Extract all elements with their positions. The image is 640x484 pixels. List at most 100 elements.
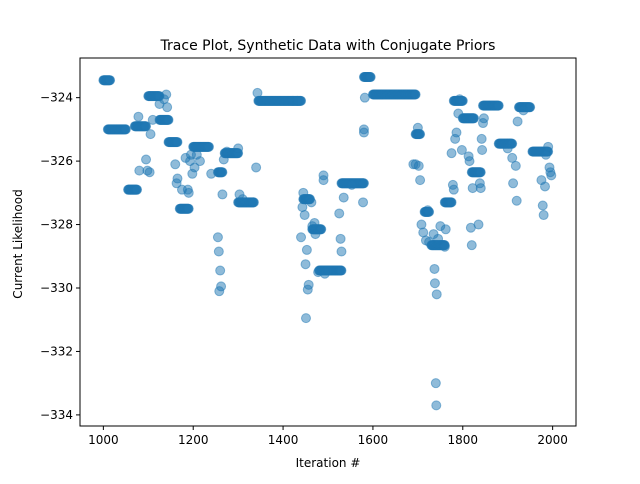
data-point bbox=[431, 400, 442, 411]
data-point bbox=[300, 259, 311, 270]
data-point bbox=[429, 278, 440, 289]
data-point bbox=[538, 210, 549, 221]
data-point bbox=[493, 100, 504, 111]
data-point bbox=[508, 178, 519, 189]
data-point bbox=[298, 187, 309, 198]
data-point bbox=[310, 229, 321, 240]
data-point bbox=[424, 237, 435, 247]
data-point bbox=[410, 89, 421, 100]
data-point bbox=[334, 208, 345, 219]
data-point bbox=[511, 195, 522, 206]
data-point bbox=[540, 149, 551, 160]
data-point bbox=[161, 89, 172, 100]
data-point bbox=[451, 127, 462, 138]
data-point bbox=[183, 187, 194, 198]
data-point bbox=[105, 75, 116, 86]
points-layer bbox=[98, 72, 557, 411]
data-point bbox=[216, 281, 227, 292]
data-point bbox=[292, 95, 303, 106]
data-point bbox=[454, 94, 465, 105]
y-tick-label: −330 bbox=[40, 281, 73, 295]
data-point bbox=[540, 181, 550, 192]
data-point bbox=[358, 197, 369, 208]
data-point bbox=[359, 92, 370, 103]
data-point bbox=[172, 137, 183, 148]
data-point bbox=[132, 184, 143, 195]
plot-frame bbox=[79, 57, 577, 427]
data-point bbox=[518, 105, 529, 116]
data-point bbox=[512, 116, 523, 127]
data-point bbox=[537, 200, 548, 211]
y-axis-label: Current Likelihood bbox=[11, 189, 25, 298]
data-point bbox=[189, 162, 200, 173]
y-tick-label: −324 bbox=[40, 91, 73, 105]
data-point bbox=[217, 189, 228, 200]
data-point bbox=[318, 175, 329, 186]
data-point bbox=[415, 175, 426, 186]
data-point bbox=[448, 184, 459, 195]
data-point bbox=[510, 160, 521, 171]
data-point bbox=[299, 210, 310, 221]
data-point bbox=[446, 148, 457, 159]
x-tick-label: 1800 bbox=[448, 433, 479, 447]
x-tick-label: 2000 bbox=[537, 433, 568, 447]
data-point bbox=[145, 129, 156, 140]
data-point bbox=[301, 244, 312, 255]
x-axis-label: Iteration # bbox=[296, 456, 361, 470]
data-point bbox=[213, 246, 224, 257]
data-point bbox=[335, 233, 346, 244]
data-point bbox=[300, 313, 311, 324]
data-point bbox=[170, 159, 181, 170]
data-point bbox=[336, 265, 347, 276]
data-point bbox=[215, 265, 226, 276]
data-point bbox=[336, 246, 347, 257]
data-point bbox=[475, 167, 486, 178]
data-point bbox=[183, 203, 194, 214]
data-point bbox=[206, 168, 217, 179]
data-point bbox=[473, 219, 484, 230]
data-point bbox=[446, 197, 457, 208]
data-point bbox=[453, 108, 464, 119]
data-point bbox=[309, 217, 320, 228]
data-point bbox=[194, 156, 205, 167]
data-point bbox=[476, 133, 487, 144]
data-point bbox=[422, 205, 433, 216]
y-tick-label: −326 bbox=[40, 154, 73, 168]
data-point bbox=[412, 122, 423, 133]
data-point bbox=[162, 102, 173, 113]
data-point bbox=[120, 124, 131, 135]
axes-layer: 1000 1200 1400 1600 1800 2000 −334 −332 −330 −328… bbox=[40, 57, 577, 447]
data-point bbox=[248, 197, 259, 208]
data-point bbox=[440, 224, 451, 235]
y-tick-label: −334 bbox=[40, 408, 73, 422]
x-tick-label: 1000 bbox=[88, 433, 119, 447]
x-tick-label: 1400 bbox=[268, 433, 299, 447]
data-point bbox=[546, 170, 557, 181]
chart-title: Trace Plot, Synthetic Data with Conjugat… bbox=[160, 38, 496, 54]
data-point bbox=[469, 113, 480, 124]
data-point bbox=[338, 192, 349, 203]
data-point bbox=[346, 179, 357, 190]
data-point bbox=[439, 241, 450, 252]
data-point bbox=[251, 162, 262, 173]
data-point bbox=[133, 111, 144, 122]
data-point bbox=[221, 146, 232, 157]
data-point bbox=[203, 141, 214, 152]
data-point bbox=[413, 160, 424, 171]
data-point bbox=[475, 183, 486, 194]
data-point bbox=[306, 197, 317, 208]
x-tick-label: 1600 bbox=[358, 433, 389, 447]
data-point bbox=[237, 194, 248, 205]
data-point bbox=[365, 72, 376, 83]
y-tick-label: −328 bbox=[40, 218, 73, 232]
data-point bbox=[172, 173, 183, 184]
data-point bbox=[358, 127, 369, 138]
data-point bbox=[477, 145, 488, 155]
data-point bbox=[303, 279, 314, 290]
data-point bbox=[217, 167, 228, 178]
data-point bbox=[163, 114, 174, 125]
data-point bbox=[430, 378, 441, 389]
data-point bbox=[431, 289, 442, 300]
